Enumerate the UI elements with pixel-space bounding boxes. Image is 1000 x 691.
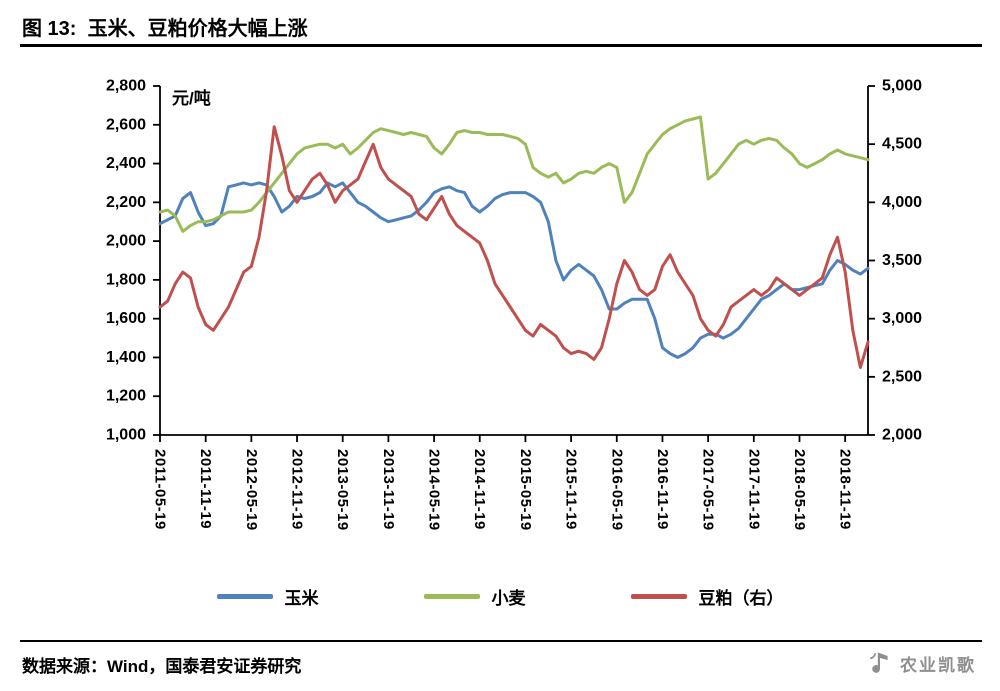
svg-text:2012-05-19: 2012-05-19	[243, 449, 260, 531]
svg-text:2018-11-19: 2018-11-19	[837, 449, 854, 530]
svg-text:2,600: 2,600	[106, 116, 146, 133]
figure-title: 图 13: 玉米、豆粕价格大幅上涨	[22, 18, 308, 40]
data-source-note: 数据来源：Wind，国泰君安证券研究	[22, 657, 302, 676]
title-divider	[20, 44, 982, 47]
legend-item-soymeal: 豆粕（右）	[630, 584, 784, 609]
series-line-right	[158, 125, 870, 369]
svg-text:1,400: 1,400	[106, 349, 146, 366]
svg-text:2015-11-19: 2015-11-19	[563, 449, 580, 530]
legend-label-corn: 玉米	[284, 589, 319, 608]
brand-logo-icon	[867, 648, 893, 679]
svg-text:4,500: 4,500	[882, 136, 922, 153]
legend-swatch-corn	[216, 594, 273, 599]
svg-text:2017-05-19: 2017-05-19	[700, 449, 717, 531]
svg-text:1,800: 1,800	[106, 271, 146, 288]
brand-watermark: 农业凯歌	[867, 648, 976, 679]
svg-text:1,200: 1,200	[106, 388, 146, 405]
svg-text:2014-11-19: 2014-11-19	[471, 449, 488, 530]
brand-name: 农业凯歌	[900, 656, 976, 675]
legend-item-wheat: 小麦	[423, 584, 526, 609]
svg-text:3,500: 3,500	[882, 252, 922, 269]
unit-label: 元/吨	[172, 88, 211, 108]
legend-swatch-wheat	[423, 594, 480, 599]
x-axis: 2011-05-19 2011-11-19 2012-05-19 2012-11-19…	[152, 435, 854, 531]
legend-label-wheat: 小麦	[491, 589, 526, 608]
legend-label-soymeal: 豆粕（右）	[698, 589, 784, 608]
svg-text:2011-05-19: 2011-05-19	[152, 449, 169, 530]
legend-item-corn: 玉米	[216, 584, 319, 609]
svg-text:2016-11-19: 2016-11-19	[654, 449, 671, 530]
svg-text:2,200: 2,200	[106, 194, 146, 211]
svg-text:2,800: 2,800	[106, 78, 146, 95]
svg-text:2012-11-19: 2012-11-19	[289, 449, 306, 530]
svg-text:5,000: 5,000	[882, 78, 922, 95]
svg-text:2018-05-19: 2018-05-19	[791, 449, 808, 531]
svg-text:3,000: 3,000	[882, 310, 922, 327]
svg-text:2017-11-19: 2017-11-19	[745, 449, 762, 530]
svg-text:2016-05-19: 2016-05-19	[608, 449, 625, 531]
legend-swatch-soymeal	[630, 594, 687, 599]
series-line-left	[158, 181, 870, 359]
svg-text:2,400: 2,400	[106, 155, 146, 172]
svg-text:1,000: 1,000	[106, 427, 146, 444]
svg-text:2011-11-19: 2011-11-19	[197, 449, 214, 529]
svg-text:2013-05-19: 2013-05-19	[334, 449, 351, 531]
series-line-left	[158, 115, 870, 233]
svg-text:2015-05-19: 2015-05-19	[517, 449, 534, 531]
svg-text:2014-05-19: 2014-05-19	[426, 449, 443, 531]
svg-text:2,000: 2,000	[882, 427, 922, 444]
svg-text:2013-11-19: 2013-11-19	[380, 449, 397, 530]
y-axis-left: 1,000 1,200 1,400 1,600 1,800 2,000 2,200 2,400…	[106, 78, 160, 444]
footer-divider	[20, 640, 982, 642]
chart-legend: 玉米 小麦 豆粕（右）	[0, 584, 1000, 609]
y-axis-right: 2,000 2,500 3,000 3,500 4,000 4,500 5,000	[868, 78, 922, 444]
chart-canvas: 1,000 1,200 1,400 1,600 1,800 2,000 2,200 2,400…	[106, 78, 922, 531]
svg-text:1,600: 1,600	[106, 310, 146, 327]
svg-text:2,000: 2,000	[106, 233, 146, 250]
svg-text:2,500: 2,500	[882, 368, 922, 385]
svg-text:4,000: 4,000	[882, 194, 922, 211]
